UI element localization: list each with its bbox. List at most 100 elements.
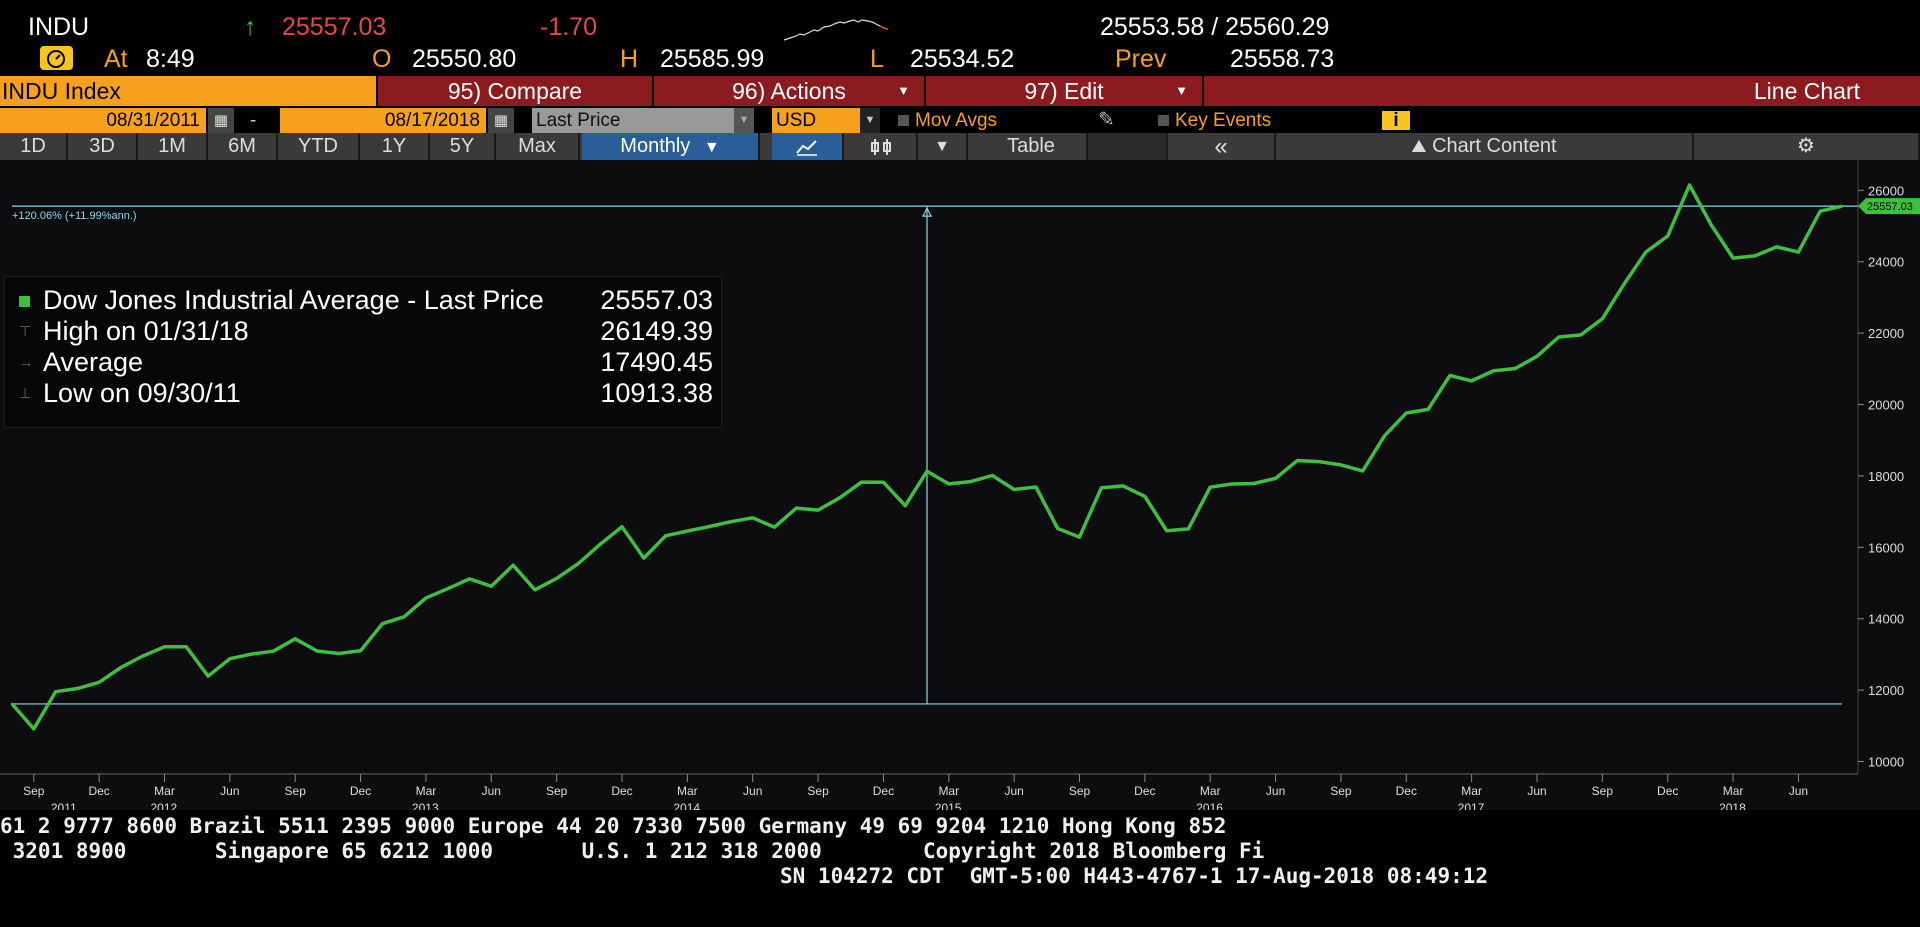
price-point	[10, 702, 14, 706]
calendar-icon[interactable]: ▦	[208, 108, 234, 133]
price-point	[1274, 477, 1277, 480]
sparkline	[783, 19, 889, 41]
price-point	[1819, 210, 1822, 213]
price-point	[1034, 485, 1038, 489]
price-point	[1121, 484, 1125, 488]
actions-button[interactable]: 96) Actions ▼	[652, 76, 924, 106]
legend-low-value: 10913.38	[600, 378, 713, 408]
price-point	[773, 526, 776, 529]
pencil-icon[interactable]: ✎	[1098, 109, 1115, 131]
table-button[interactable]: Table	[976, 133, 1088, 160]
end-date-input[interactable]: 08/17/2018	[280, 108, 486, 133]
legend-average-row: Average 17490.45	[43, 347, 713, 378]
x-tick-label: Sep	[1592, 784, 1614, 798]
line-chart-icon[interactable]	[772, 133, 844, 160]
x-tick-label: Jun	[220, 784, 239, 798]
legend-high-label: High on 01/31/18	[43, 316, 249, 346]
currency-select[interactable]: USD ▼	[772, 108, 880, 133]
up-arrow-icon: ↑	[244, 13, 257, 41]
edit-button[interactable]: 97) Edit ▼	[924, 76, 1202, 106]
mov-avgs-label: Mov Avgs	[915, 110, 998, 131]
period-3d-button[interactable]: 3D	[68, 133, 138, 160]
measure-arrow-icon	[922, 206, 932, 217]
price-point	[555, 577, 558, 580]
price-point	[1797, 250, 1800, 254]
last-price: 25557.03	[282, 13, 387, 41]
chart-content-button[interactable]: ⛰ Chart Content	[1276, 133, 1694, 160]
price-point	[163, 645, 166, 648]
y-tick-label: 26000	[1868, 183, 1904, 198]
chevron-down-icon[interactable]: ▼	[918, 133, 968, 160]
candlestick-icon[interactable]	[846, 133, 918, 160]
compare-button[interactable]: 95) Compare	[376, 76, 652, 106]
price-point	[1339, 463, 1343, 467]
price-point	[1165, 529, 1168, 532]
price-point	[1775, 245, 1778, 249]
price-point	[1361, 469, 1364, 473]
price-chart[interactable]: 10000 12000 14000 16000 18000 20000 22000 24000…	[0, 160, 1920, 810]
legend-series-row: Dow Jones Industrial Average - Last Pric…	[43, 285, 713, 316]
chart-area[interactable]: 10000 12000 14000 16000 18000 20000 22000 24000…	[0, 160, 1920, 810]
footer-phone-line-2: 3201 8900 Singapore 65 6212 1000 U.S. 1 …	[0, 839, 1265, 863]
at-label: At	[104, 45, 128, 73]
price-point	[32, 727, 35, 731]
chart-type-label: Line Chart	[1753, 78, 1860, 104]
mov-avgs-checkbox[interactable]: Mov Avgs	[898, 108, 1058, 133]
calendar-icon[interactable]: ▦	[488, 108, 514, 133]
price-point	[599, 543, 602, 546]
y-tick-label: 12000	[1868, 683, 1904, 698]
security-field[interactable]: INDU Index	[0, 76, 376, 106]
x-tick-label: Jun	[743, 784, 762, 798]
x-tick-label: Jun	[1266, 784, 1285, 798]
period-ytd-button[interactable]: YTD	[278, 133, 360, 160]
price-point	[424, 596, 428, 600]
legend-high-value: 26149.39	[600, 316, 713, 346]
gear-icon[interactable]: ⚙	[1694, 133, 1920, 160]
bid-ask: 25553.58 / 25560.29	[1100, 13, 1330, 41]
price-point	[1056, 527, 1059, 530]
x-tick-label: Mar	[1461, 784, 1482, 798]
price-point	[1644, 250, 1648, 254]
x-tick-label: Sep	[1330, 784, 1352, 798]
x-year-label: 2011	[51, 801, 77, 810]
chevron-down-icon: ▼	[1175, 83, 1188, 98]
price-point	[1317, 460, 1321, 463]
period-max-button[interactable]: Max	[496, 133, 580, 160]
price-point	[1209, 486, 1212, 489]
start-date-input[interactable]: 08/31/2011	[0, 108, 206, 133]
period-6m-button[interactable]: 6M	[208, 133, 278, 160]
field-select[interactable]: Last Price ▼	[532, 108, 754, 133]
price-point	[250, 652, 253, 656]
checkbox-icon	[1158, 115, 1169, 127]
period-1d-button[interactable]: 1D	[0, 133, 68, 160]
chart-type-button[interactable]: Line Chart	[1202, 76, 1920, 106]
period-5y-button[interactable]: 5Y	[430, 133, 496, 160]
footer-session-line: SN 104272 CDT GMT-5:00 H443-4767-1 17-Au…	[780, 864, 1489, 888]
price-point	[1492, 369, 1495, 373]
price-point	[577, 562, 580, 565]
period-1y-button[interactable]: 1Y	[360, 133, 430, 160]
info-icon[interactable]: i	[1382, 111, 1410, 130]
frequency-select[interactable]: Monthly ▼	[582, 133, 760, 160]
price-point	[359, 649, 362, 652]
price-point	[664, 534, 667, 537]
footer: 61 2 9777 8600 Brazil 5511 2395 9000 Eur…	[0, 810, 1920, 927]
x-tick-label: Jun	[1527, 784, 1546, 798]
price-point	[446, 587, 449, 590]
percent-change-annotation: +120.06% (+11.99%ann.)	[12, 210, 137, 222]
footer-phone-line-1: 61 2 9777 8600 Brazil 5511 2395 9000 Eur…	[0, 814, 1227, 838]
price-point	[925, 470, 929, 473]
x-year-label: 2017	[1458, 801, 1485, 810]
chevron-down-icon: ▼	[734, 108, 754, 133]
collapse-icon[interactable]: «	[1168, 133, 1276, 160]
x-tick-label: Mar	[416, 784, 437, 798]
frequency-value: Monthly	[620, 135, 691, 157]
key-events-checkbox[interactable]: Key Events	[1158, 108, 1338, 133]
price-point	[969, 480, 972, 483]
x-tick-label: Dec	[873, 784, 894, 798]
period-1m-button[interactable]: 1M	[138, 133, 208, 160]
price-point	[816, 508, 820, 512]
menu-bar: INDU Index 95) Compare 96) Actions ▼ 97)…	[0, 76, 1920, 106]
price-point	[54, 690, 57, 693]
price-point	[1579, 333, 1582, 337]
